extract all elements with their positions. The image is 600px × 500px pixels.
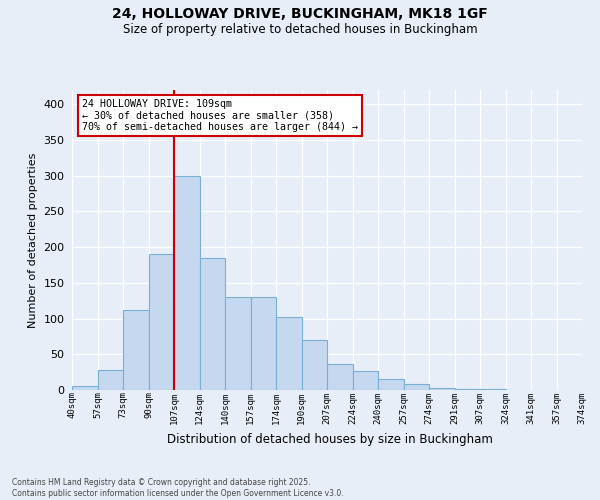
- Bar: [174, 176, 199, 390]
- Bar: [276, 317, 302, 390]
- Text: Size of property relative to detached houses in Buckingham: Size of property relative to detached ho…: [122, 22, 478, 36]
- Bar: [404, 384, 429, 390]
- Bar: [97, 370, 123, 390]
- Bar: [251, 297, 276, 390]
- Bar: [378, 380, 404, 390]
- Bar: [429, 388, 455, 390]
- Y-axis label: Number of detached properties: Number of detached properties: [28, 152, 38, 328]
- Bar: [123, 310, 149, 390]
- Text: 24, HOLLOWAY DRIVE, BUCKINGHAM, MK18 1GF: 24, HOLLOWAY DRIVE, BUCKINGHAM, MK18 1GF: [112, 8, 488, 22]
- Bar: [353, 372, 378, 390]
- Text: Distribution of detached houses by size in Buckingham: Distribution of detached houses by size …: [167, 432, 493, 446]
- Text: 24 HOLLOWAY DRIVE: 109sqm
← 30% of detached houses are smaller (358)
70% of semi: 24 HOLLOWAY DRIVE: 109sqm ← 30% of detac…: [82, 99, 358, 132]
- Bar: [199, 258, 225, 390]
- Bar: [149, 254, 174, 390]
- Bar: [225, 297, 251, 390]
- Bar: [72, 386, 97, 390]
- Bar: [327, 364, 353, 390]
- Bar: [302, 340, 327, 390]
- Text: Contains HM Land Registry data © Crown copyright and database right 2025.
Contai: Contains HM Land Registry data © Crown c…: [12, 478, 344, 498]
